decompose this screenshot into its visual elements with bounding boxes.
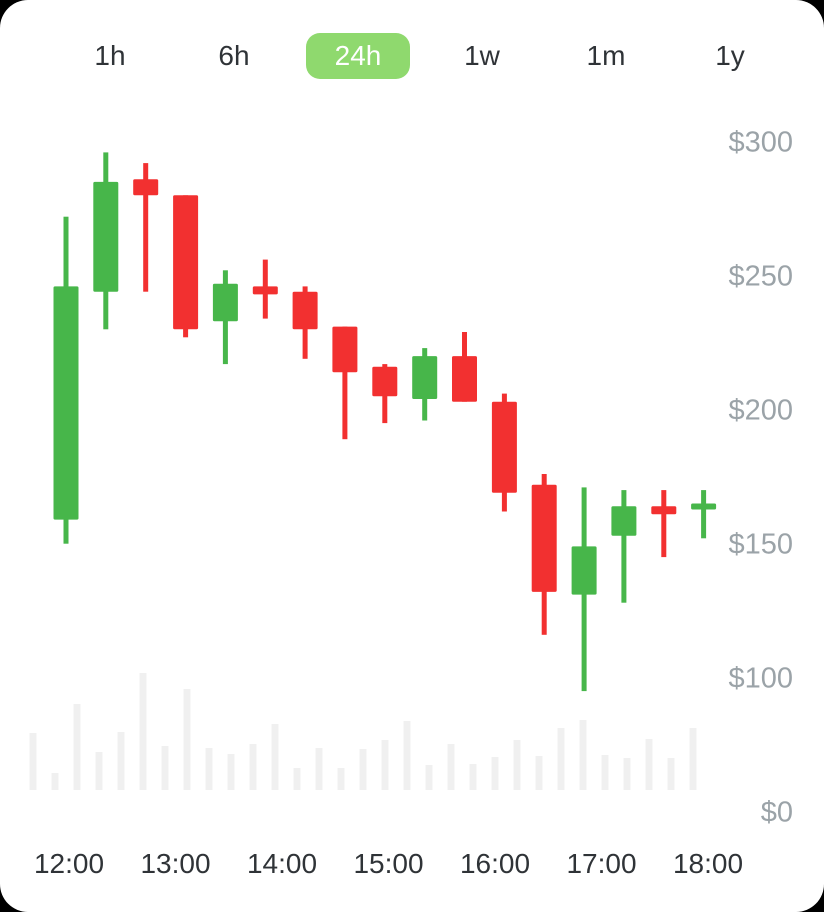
candle-body (93, 181, 119, 292)
candle-wick (701, 490, 707, 539)
volume-bar (249, 744, 257, 790)
candle-wick (621, 490, 627, 603)
candle-body (53, 286, 79, 520)
x-axis-label: 15:00 (353, 848, 423, 879)
volume-bar (315, 748, 323, 790)
x-axis-label: 13:00 (140, 848, 210, 879)
candle (651, 490, 677, 558)
candle (611, 490, 637, 603)
volume-bar (117, 732, 125, 790)
candle (292, 286, 318, 359)
volume-bar (667, 758, 675, 790)
candle-body (531, 484, 557, 592)
y-axis-label: $150 (728, 529, 793, 561)
tab-1m[interactable]: 1m (554, 33, 658, 79)
volume-bar (535, 756, 543, 790)
candle (252, 259, 278, 319)
candle-body (292, 291, 318, 330)
candle-wick (342, 326, 348, 440)
x-axis-label: 18:00 (673, 848, 743, 879)
candle (212, 270, 238, 365)
candle-body (691, 503, 717, 510)
volume-bar (601, 755, 609, 790)
volume-bar (51, 773, 59, 790)
volume-bar (557, 728, 565, 790)
volume-bar (381, 740, 389, 790)
candle (372, 364, 398, 424)
candle (332, 326, 358, 440)
candle-body (412, 356, 438, 399)
candle (571, 487, 597, 692)
volume-bar (293, 768, 301, 790)
volume-bar (689, 728, 697, 790)
volume-bar (469, 764, 477, 790)
volume-bar (183, 689, 191, 790)
y-axis-label: $200 (728, 395, 793, 427)
volume-bar (139, 673, 147, 790)
candle (133, 163, 159, 292)
candle-body (611, 506, 637, 536)
candle-body (372, 366, 398, 397)
volume-bar (161, 746, 169, 790)
candle-wick (661, 490, 667, 558)
tab-24h[interactable]: 24h (306, 33, 410, 79)
candle-body (252, 286, 278, 295)
candle-body (452, 356, 477, 402)
y-axis-label: $250 (728, 261, 793, 293)
volume-bar (579, 720, 587, 790)
timeframe-tabs: 1h 6h 24h 1w 1m 1y (58, 33, 782, 79)
volume-bar (95, 752, 103, 790)
tab-1y[interactable]: 1y (678, 33, 782, 79)
volume-bar (491, 757, 499, 790)
volume-bar (73, 704, 81, 790)
volume-bar (359, 749, 367, 790)
x-axis-label: 14:00 (247, 848, 317, 879)
volume-bar (227, 754, 235, 790)
y-axis-label: $0 (761, 797, 793, 829)
candle (412, 348, 438, 421)
x-axis-label: 17:00 (566, 848, 636, 879)
candle-body (173, 195, 199, 330)
candle (531, 474, 557, 635)
candle-body (571, 546, 597, 595)
volume-bar (29, 733, 37, 790)
volume-bar (623, 758, 631, 790)
tab-6h[interactable]: 6h (182, 33, 286, 79)
candle-body (651, 506, 677, 515)
candle (452, 332, 477, 402)
candle-body (133, 179, 159, 196)
tab-1w[interactable]: 1w (430, 33, 534, 79)
y-axis-label: $300 (728, 127, 793, 159)
x-axis-label: 16:00 (460, 848, 530, 879)
volume-bar (403, 721, 411, 790)
candle (53, 216, 79, 544)
candle (173, 195, 199, 338)
volume-bar (425, 765, 433, 790)
volume-bar (645, 739, 653, 790)
y-axis-label: $100 (728, 663, 793, 695)
candle (491, 393, 517, 512)
candle-wick (143, 163, 149, 292)
x-axis-label: 12:00 (34, 848, 104, 879)
candle-body (332, 326, 358, 373)
candle-body (491, 401, 517, 493)
volume-bar (271, 724, 279, 790)
volume-bar (205, 748, 213, 790)
tab-1h[interactable]: 1h (58, 33, 162, 79)
candle (691, 490, 717, 539)
volume-bar (513, 740, 521, 790)
volume-bar (447, 744, 455, 790)
candle (93, 152, 119, 330)
volume-bar (337, 768, 345, 790)
candle-body (212, 283, 238, 322)
